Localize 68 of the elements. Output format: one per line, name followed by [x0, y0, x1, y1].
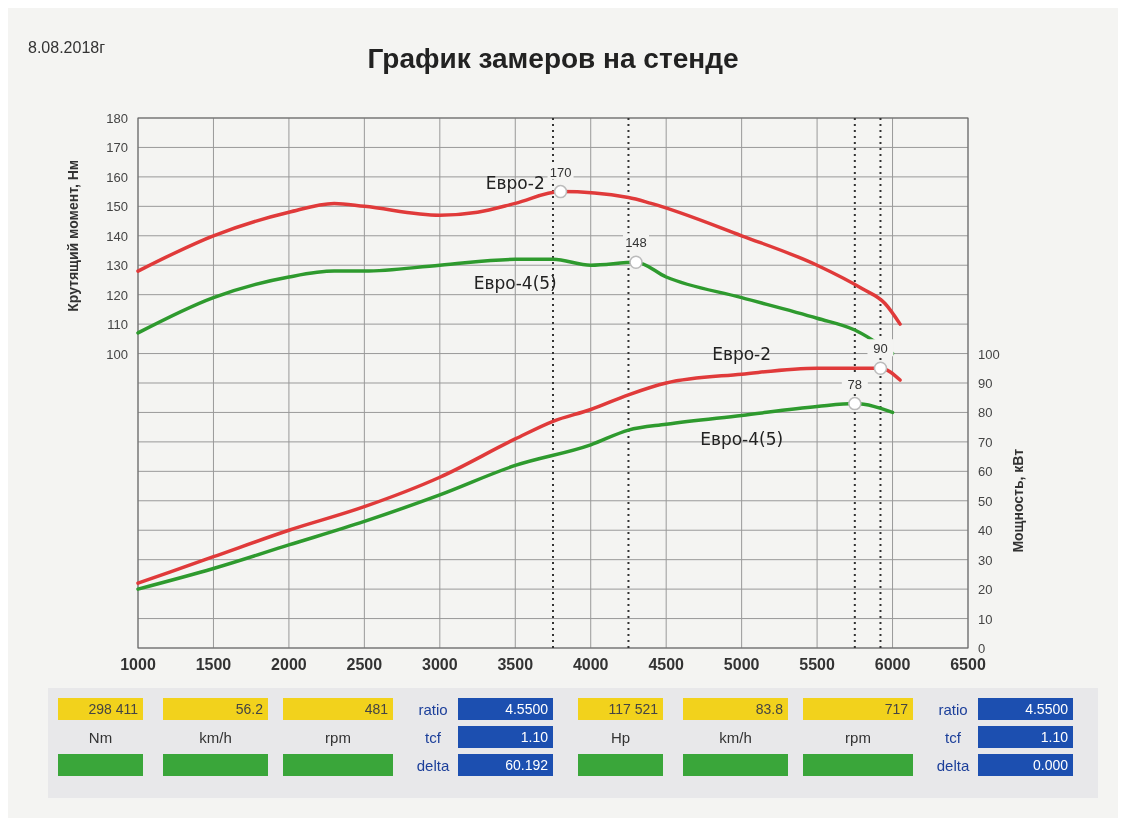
chart-title: График замеров на стенде — [367, 43, 739, 74]
text: 60.192 — [505, 757, 549, 773]
x-tick-label: 4500 — [648, 656, 685, 673]
y2-axis-title: Мощность, кВт — [1010, 448, 1026, 553]
text: 4.5500 — [505, 701, 549, 717]
y-tick-label: 160 — [106, 169, 128, 185]
text: rpm — [325, 729, 351, 746]
x-tick-label: 4000 — [572, 656, 609, 673]
x-tick-label: 2500 — [346, 656, 383, 673]
text: 56.2 — [235, 701, 264, 717]
text: Hp — [610, 729, 631, 746]
text: 1.10 — [520, 729, 549, 745]
series-label: Евро-2 — [485, 173, 545, 194]
y-tick-label: 150 — [106, 199, 128, 215]
text: 4.5500 — [1025, 701, 1069, 717]
x-tick-label: 5000 — [723, 656, 760, 673]
y-tick-label: 110 — [107, 317, 128, 333]
y2-tick-label: 100 — [978, 346, 1000, 362]
text: ratio — [418, 701, 448, 718]
text: 298 411 — [88, 701, 139, 717]
y-tick-label: 130 — [106, 258, 128, 274]
x-tick-label: 3500 — [497, 656, 534, 673]
series-label: Евро-4(5) — [473, 273, 557, 294]
y-tick-label: 100 — [106, 346, 128, 362]
y-tick-label: 170 — [106, 140, 128, 156]
x-tick-label: 6000 — [874, 656, 911, 673]
x-tick-label: 2000 — [271, 656, 307, 673]
y-tick-label: 120 — [106, 287, 128, 303]
y2-tick-label: 80 — [978, 405, 993, 421]
text: tcf — [945, 729, 962, 746]
y2-tick-label: 50 — [978, 493, 993, 509]
y2-tick-label: 70 — [978, 434, 993, 450]
series-label: Евро-4(5) — [700, 429, 784, 450]
text: delta — [416, 757, 450, 774]
text: delta — [936, 757, 970, 774]
text: 481 — [364, 701, 389, 717]
text: Nm — [88, 729, 113, 746]
x-tick-label: 6500 — [950, 656, 986, 673]
y-tick-label: 140 — [106, 228, 128, 244]
y2-tick-label: 10 — [978, 611, 993, 627]
text: 1.10 — [1040, 729, 1069, 745]
text: km/h — [199, 729, 232, 746]
y-tick-label: 180 — [106, 111, 128, 126]
text: 117 521 — [608, 701, 659, 717]
text: ratio — [938, 701, 968, 718]
annotation: 78 — [847, 376, 863, 392]
y2-tick-label: 90 — [978, 376, 993, 391]
x-tick-label: 1000 — [120, 656, 156, 673]
text: 8.08.2018г — [28, 39, 106, 56]
annotation: 148 — [625, 235, 647, 251]
series-label: Евро-2 — [712, 344, 772, 365]
y2-tick-label: 20 — [978, 582, 993, 598]
text: 0.000 — [1032, 757, 1069, 773]
text: tcf — [425, 729, 442, 746]
y-axis-title: Крутящий момент, Нм — [65, 159, 81, 312]
y2-tick-label: 0 — [978, 641, 986, 656]
text: km/h — [719, 729, 752, 746]
annotation: 170 — [549, 164, 572, 180]
y2-tick-label: 40 — [978, 523, 993, 539]
x-tick-label: 1500 — [195, 656, 232, 673]
annotation: 90 — [873, 341, 888, 357]
x-tick-label: 3000 — [422, 656, 458, 673]
x-tick-label: 5500 — [799, 656, 835, 673]
y2-tick-label: 30 — [978, 552, 993, 568]
text: rpm — [845, 729, 871, 746]
text: 83.8 — [755, 701, 784, 717]
text: 717 — [884, 701, 909, 717]
y2-tick-label: 60 — [978, 464, 993, 480]
